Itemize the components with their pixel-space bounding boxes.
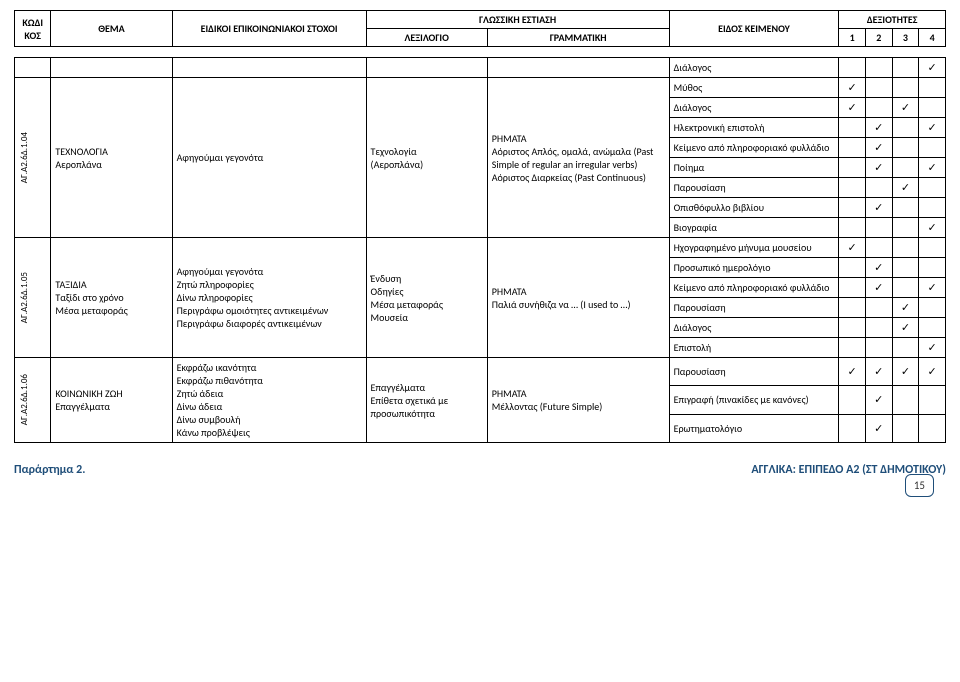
main-table: Διάλογος ✓ ΑΓ.Α2.6Δ.1.04 ΤΕΧΝΟΛΟΓΙΑ Αερο… bbox=[14, 57, 946, 443]
hdr-dex: ΔΕΞΙΟΤΗΤΕΣ bbox=[839, 11, 946, 29]
table-row: Διάλογος ✓ bbox=[15, 58, 946, 78]
row-gram: ΡΗΜΑΤΑ Αόριστος Απλός, ομαλά, ανώμαλα (P… bbox=[487, 78, 669, 238]
type-cell: Οπισθόφυλλο βιβλίου bbox=[669, 198, 839, 218]
hdr-d3: 3 bbox=[892, 29, 919, 47]
type-cell: Ερωτηματολόγιο bbox=[669, 414, 839, 442]
tick-icon: ✓ bbox=[865, 198, 892, 218]
hdr-code2: ΚΟΣ bbox=[24, 29, 41, 42]
type-cell: Επιστολή bbox=[669, 338, 839, 358]
table-row: ΑΓ.Α2.6Δ.1.04 ΤΕΧΝΟΛΟΓΙΑ Αεροπλάνα Αφηγο… bbox=[15, 78, 946, 98]
type-cell: Διάλογος bbox=[669, 58, 839, 78]
hdr-d2: 2 bbox=[865, 29, 892, 47]
row-theme: ΤΑΞΙΔΙΑ Ταξίδι στο χρόνο Μέσα μεταφοράς bbox=[51, 238, 172, 358]
type-cell: Προσωπικό ημερολόγιο bbox=[669, 258, 839, 278]
row-theme: ΚΟΙΝΩΝΙΚΗ ΖΩΗ Επαγγέλματα bbox=[51, 358, 172, 443]
tick-icon: ✓ bbox=[919, 118, 946, 138]
tick-icon: ✓ bbox=[919, 358, 946, 386]
type-cell: Βιογραφία bbox=[669, 218, 839, 238]
type-cell: Επιγραφή (πινακίδες με κανόνες) bbox=[669, 386, 839, 414]
tick-icon: ✓ bbox=[839, 78, 866, 98]
type-cell: Μύθος bbox=[669, 78, 839, 98]
hdr-gram: ΓΡΑΜΜΑΤΙΚΗ bbox=[487, 29, 669, 47]
page-number: 15 bbox=[905, 474, 934, 497]
type-cell: Διάλογος bbox=[669, 98, 839, 118]
tick-icon: ✓ bbox=[892, 298, 919, 318]
table-row: ΑΓ.Α2.6Δ.1.05 ΤΑΞΙΔΙΑ Ταξίδι στο χρόνο Μ… bbox=[15, 238, 946, 258]
type-cell: Κείμενο από πληροφοριακό φυλλάδιο bbox=[669, 278, 839, 298]
tick-icon: ✓ bbox=[865, 158, 892, 178]
type-cell: Ηλεκτρονική επιστολή bbox=[669, 118, 839, 138]
tick-icon: ✓ bbox=[892, 98, 919, 118]
tick-icon: ✓ bbox=[919, 218, 946, 238]
hdr-lex: ΛΕΞΙΛΟΓΙΟ bbox=[366, 29, 487, 47]
tick-icon: ✓ bbox=[919, 338, 946, 358]
hdr-theme: ΘΕΜΑ bbox=[51, 11, 172, 47]
row-code: ΑΓ.Α2.6Δ.1.04 bbox=[19, 132, 30, 183]
tick-icon: ✓ bbox=[865, 358, 892, 386]
tick-icon: ✓ bbox=[865, 386, 892, 414]
hdr-type: ΕΙΔΟΣ ΚΕΙΜΕΝΟΥ bbox=[669, 11, 839, 47]
tick-icon: ✓ bbox=[865, 138, 892, 158]
tick-icon: ✓ bbox=[919, 278, 946, 298]
hdr-code1: ΚΩΔΙ bbox=[22, 16, 43, 29]
tick-icon: ✓ bbox=[839, 98, 866, 118]
tick-icon: ✓ bbox=[839, 238, 866, 258]
row-goals: Αφηγούμαι γεγονότα Ζητώ πληροφορίες Δίνω… bbox=[172, 238, 366, 358]
hdr-goals: ΕΙΔΙΚΟΙ ΕΠΙΚΟΙΝΩΝΙΑΚΟΙ ΣΤΟΧΟΙ bbox=[172, 11, 366, 47]
type-cell: Κείμενο από πληροφοριακό φυλλάδιο bbox=[669, 138, 839, 158]
tick-icon: ✓ bbox=[892, 358, 919, 386]
tick-icon: ✓ bbox=[865, 414, 892, 442]
tick-icon: ✓ bbox=[919, 58, 946, 78]
row-gram: ΡΗΜΑΤΑ Παλιά συνήθιζα να … (I used to …) bbox=[487, 238, 669, 358]
type-cell: Διάλογος bbox=[669, 318, 839, 338]
type-cell: Ποίημα bbox=[669, 158, 839, 178]
tick-icon: ✓ bbox=[892, 178, 919, 198]
row-lex: Τεχνολογία (Αεροπλάνα) bbox=[366, 78, 487, 238]
row-goals: Εκφράζω ικανότητα Εκφράζω πιθανότητα Ζητ… bbox=[172, 358, 366, 443]
footer: Παράρτημα 2. ΑΓΓΛΙΚΑ: ΕΠΙΠΕΔΟ Α2 (ΣΤ ΔΗΜ… bbox=[14, 463, 946, 477]
row-lex: Επαγγέλματα Επίθετα σχετικά με προσωπικό… bbox=[366, 358, 487, 443]
tick-icon: ✓ bbox=[865, 118, 892, 138]
tick-icon: ✓ bbox=[865, 258, 892, 278]
type-cell: Παρουσίαση bbox=[669, 358, 839, 386]
page: ΚΩΔΙ ΚΟΣ ΘΕΜΑ ΕΙΔΙΚΟΙ ΕΠΙΚΟΙΝΩΝΙΑΚΟΙ ΣΤΟ… bbox=[14, 10, 946, 503]
row-code: ΑΓ.Α2.6Δ.1.06 bbox=[19, 374, 30, 425]
row-lex: Ένδυση Οδηγίες Μέσα μεταφοράς Μουσεία bbox=[366, 238, 487, 358]
type-cell: Ηχογραφημένο μήνυμα μουσείου bbox=[669, 238, 839, 258]
tick-icon: ✓ bbox=[892, 318, 919, 338]
hdr-d4: 4 bbox=[919, 29, 946, 47]
header-table: ΚΩΔΙ ΚΟΣ ΘΕΜΑ ΕΙΔΙΚΟΙ ΕΠΙΚΟΙΝΩΝΙΑΚΟΙ ΣΤΟ… bbox=[14, 10, 946, 47]
table-row: ΑΓ.Α2.6Δ.1.06 ΚΟΙΝΩΝΙΚΗ ΖΩΗ Επαγγέλματα … bbox=[15, 358, 946, 386]
row-gram: ΡΗΜΑΤΑ Μέλλοντας (Future Simple) bbox=[487, 358, 669, 443]
row-theme: ΤΕΧΝΟΛΟΓΙΑ Αεροπλάνα bbox=[51, 78, 172, 238]
tick-icon: ✓ bbox=[839, 358, 866, 386]
type-cell: Παρουσίαση bbox=[669, 178, 839, 198]
hdr-lang: ΓΛΩΣΣΙΚΗ ΕΣΤΙΑΣΗ bbox=[366, 11, 669, 29]
tick-icon: ✓ bbox=[919, 158, 946, 178]
hdr-d1: 1 bbox=[839, 29, 866, 47]
type-cell: Παρουσίαση bbox=[669, 298, 839, 318]
row-code: ΑΓ.Α2.6Δ.1.05 bbox=[19, 272, 30, 323]
footer-left: Παράρτημα 2. bbox=[14, 463, 85, 477]
row-goals: Αφηγούμαι γεγονότα bbox=[172, 78, 366, 238]
tick-icon: ✓ bbox=[865, 278, 892, 298]
